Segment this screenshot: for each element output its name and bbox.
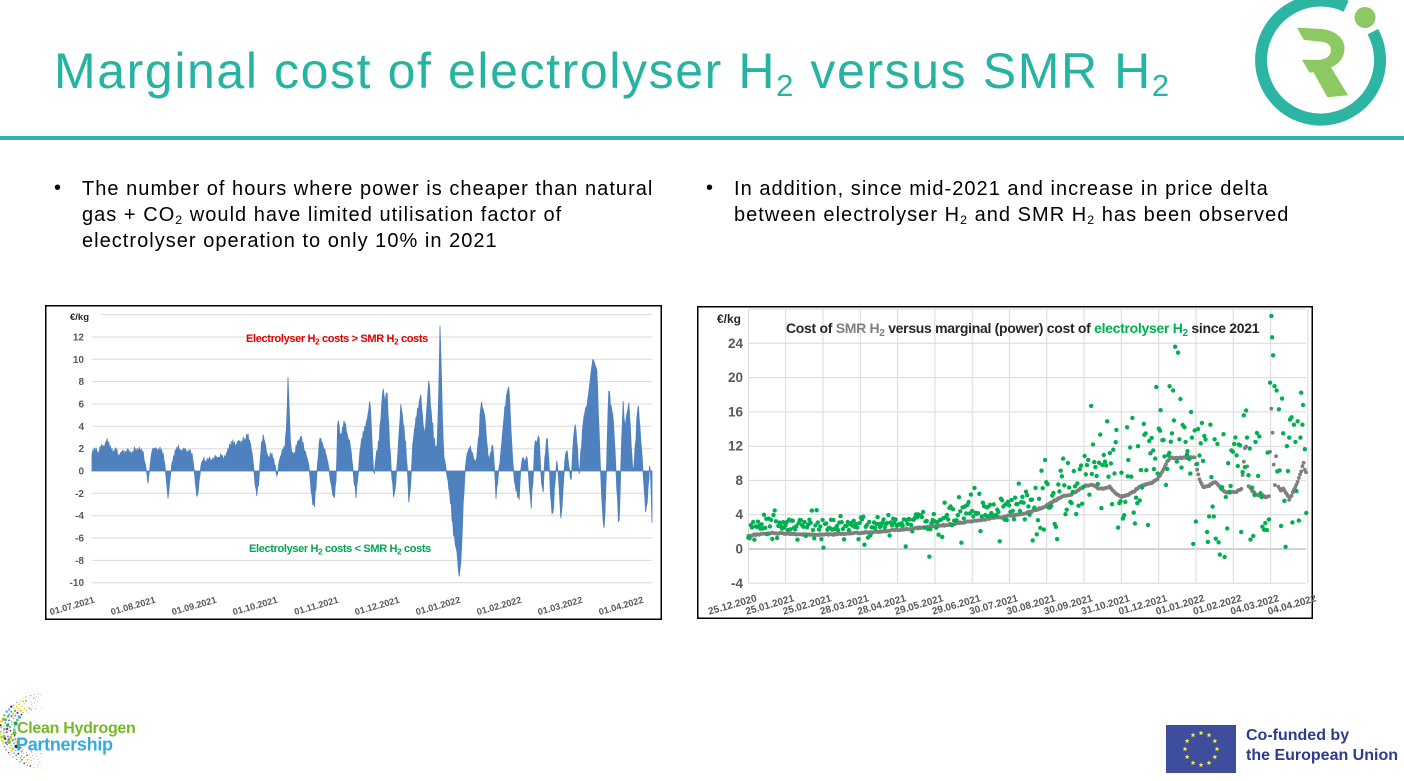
svg-text:16: 16: [728, 404, 744, 419]
svg-text:8: 8: [735, 473, 743, 488]
svg-text:Partnership: Partnership: [16, 734, 113, 754]
svg-text:-4: -4: [731, 576, 743, 591]
svg-text:4: 4: [78, 422, 84, 433]
svg-text:-4: -4: [75, 511, 84, 522]
svg-text:Clean Hydrogen: Clean Hydrogen: [17, 720, 136, 737]
svg-text:€/kg: €/kg: [717, 312, 741, 326]
svg-text:-8: -8: [75, 556, 84, 567]
svg-text:Electrolyser H2 costs < SMR H2: Electrolyser H2 costs < SMR H2 costs: [249, 543, 431, 557]
svg-text:Electrolyser H2 costs > SMR H2: Electrolyser H2 costs > SMR H2 costs: [246, 333, 428, 347]
svg-text:-6: -6: [75, 534, 84, 545]
svg-text:0: 0: [78, 467, 84, 478]
svg-text:6: 6: [78, 400, 84, 411]
svg-text:Cost of SMR H2 versus marginal: Cost of SMR H2 versus marginal (power) c…: [786, 320, 1260, 339]
svg-text:2: 2: [78, 444, 84, 455]
svg-text:24: 24: [728, 336, 744, 351]
svg-text:10: 10: [73, 355, 85, 366]
svg-text:8: 8: [78, 377, 84, 388]
svg-text:20: 20: [728, 370, 743, 385]
svg-text:€/kg: €/kg: [70, 312, 89, 323]
svg-text:12: 12: [73, 333, 85, 344]
svg-text:0: 0: [735, 542, 743, 557]
svg-text:-2: -2: [75, 489, 84, 500]
svg-text:-10: -10: [70, 578, 85, 589]
svg-text:12: 12: [728, 439, 743, 454]
svg-text:4: 4: [735, 507, 743, 522]
